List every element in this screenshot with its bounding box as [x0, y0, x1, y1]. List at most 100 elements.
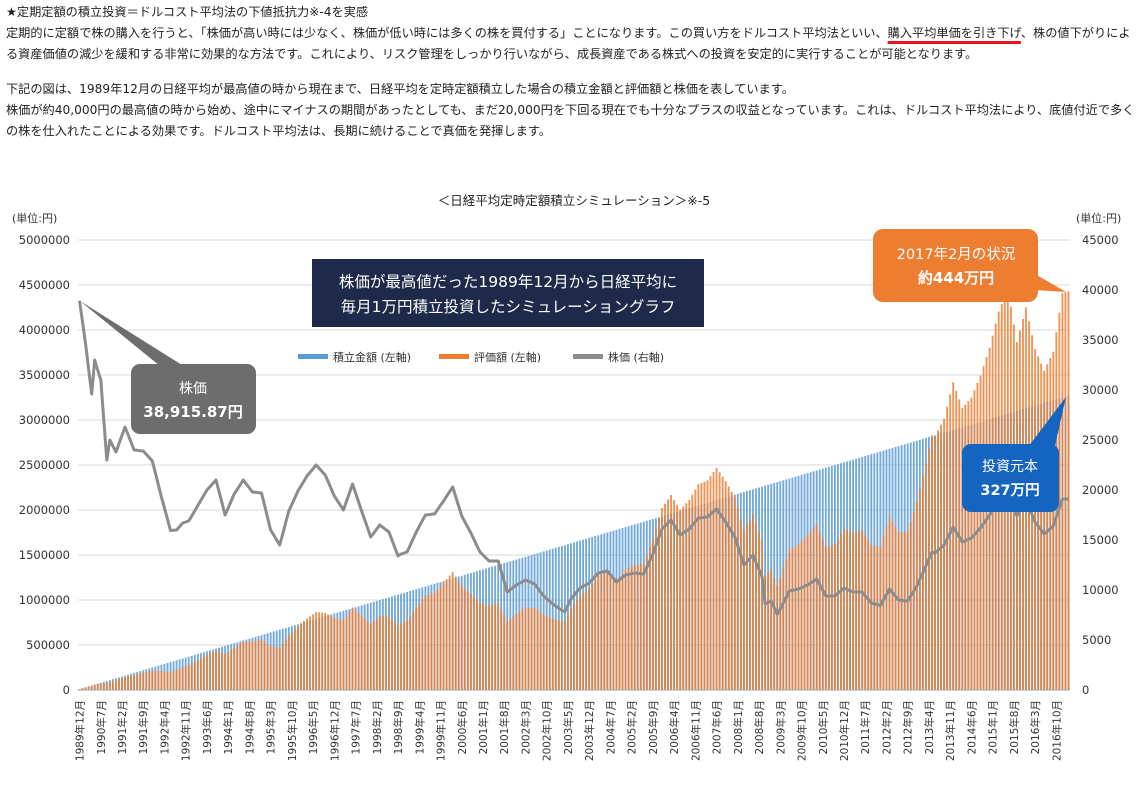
valuation-bar: [133, 675, 136, 690]
valuation-bar: [585, 590, 588, 690]
valuation-bar: [582, 593, 585, 690]
valuation-bar: [345, 616, 348, 690]
valuation-bar: [1061, 293, 1064, 690]
valuation-bar: [946, 406, 949, 690]
valuation-bar: [931, 435, 933, 690]
valuation-bar: [475, 599, 478, 690]
valuation-bar: [961, 407, 964, 690]
valuation-bar: [1052, 351, 1055, 690]
valuation-bar: [849, 531, 851, 690]
valuation-bar: [700, 482, 703, 690]
valuation-bar: [733, 497, 736, 690]
valuation-bar: [124, 676, 126, 690]
stock-line-series: [78, 300, 1069, 616]
right-axis-tick-label: 40000: [1082, 283, 1119, 297]
valuation-bar: [545, 615, 548, 690]
valuation-bar: [391, 619, 393, 690]
right-axis-tick-label: 45000: [1082, 233, 1119, 247]
valuation-bar: [415, 607, 418, 690]
valuation-bar: [500, 609, 503, 690]
legend-valuation-label: 評価額 (左軸): [474, 350, 541, 364]
valuation-bar: [833, 544, 836, 690]
valuation-bar: [836, 539, 839, 690]
valuation-bar: [1043, 370, 1046, 690]
valuation-bar: [175, 670, 178, 690]
article-heading: ★定期定額の積立投資＝ドルコスト平均法の下値抵抗力※-4を実感: [6, 5, 369, 19]
valuation-bar: [670, 495, 673, 690]
legend-contribution-swatch: [298, 354, 328, 359]
x-axis-tick-label: 2013年11月: [944, 700, 957, 761]
valuation-bar: [287, 635, 290, 690]
valuation-bar: [909, 521, 912, 690]
valuation-bar: [397, 625, 399, 690]
valuation-bar: [254, 640, 257, 690]
valuation-bar: [918, 488, 921, 690]
valuation-bar: [163, 671, 166, 690]
valuation-bar: [482, 603, 484, 690]
x-axis-tick-label: 2011年7月: [859, 700, 872, 754]
valuation-bar: [227, 652, 230, 690]
valuation-bar: [494, 604, 497, 690]
valuation-bar: [272, 646, 275, 690]
valuation-bar: [84, 687, 87, 690]
x-axis-tick-label: 2004年7月: [604, 700, 617, 754]
stock-callout: [131, 364, 256, 434]
valuation-bar: [148, 671, 151, 690]
left-axis-tick-label: 0: [63, 683, 70, 697]
x-axis-tick-label: 1999年11月: [435, 700, 448, 761]
valuation-bar: [485, 604, 487, 690]
valuation-bar: [121, 677, 123, 690]
valuation-bar: [906, 531, 909, 690]
valuation-bar: [791, 547, 794, 690]
valuation-bar: [600, 574, 603, 690]
valuation-bar: [160, 671, 163, 690]
valuation-bar: [457, 581, 460, 690]
callouts: 株価が最高値だった1989年12月から日経平均に毎月1万円積立投資したシミュレー…: [80, 229, 1066, 512]
valuation-bar: [855, 531, 858, 690]
valuation-bar: [151, 670, 154, 690]
valuation-bar: [934, 436, 936, 690]
valuation-bar: [870, 545, 873, 690]
legend-stock-label: 株価 (右軸): [608, 350, 664, 364]
valuation-bar: [400, 623, 403, 690]
x-axis-tick-label: 2012年2月: [881, 700, 894, 754]
valuation-bar: [248, 641, 251, 690]
valuation-bar: [615, 579, 618, 690]
valuation-bar: [202, 656, 205, 690]
valuation-bar: [767, 572, 770, 690]
valuation-bar: [157, 670, 160, 690]
left-axis-tick-label: 1500000: [19, 548, 70, 562]
valuation-bar: [491, 605, 494, 690]
valuation-bar: [928, 449, 930, 690]
valuation-bar: [764, 575, 767, 690]
valuation-bar: [333, 617, 336, 690]
valuation-bar: [184, 666, 187, 690]
left-axis-tick-label: 3500000: [19, 368, 70, 382]
valuation-bar: [136, 674, 139, 690]
valuation-bar: [697, 484, 700, 690]
valuation-bar: [463, 588, 466, 690]
x-axis-tick-label: 2010年12月: [838, 700, 851, 761]
valuation-bar: [651, 538, 654, 690]
valuation-bar: [187, 665, 190, 690]
valuation-bar: [609, 574, 612, 690]
x-axis-tick-label: 2000年6月: [456, 700, 469, 754]
valuation-bar: [776, 585, 779, 690]
valuation-bar: [679, 509, 682, 690]
valuation-bar: [506, 621, 509, 690]
valuation-bar: [915, 501, 918, 690]
valuation-bar: [527, 607, 530, 690]
status-callout-value: 約444万円: [918, 269, 994, 287]
valuation-bar: [354, 610, 357, 690]
x-axis-tick-label: 2008年8月: [753, 700, 766, 754]
x-axis-tick-label: 2005年2月: [626, 700, 639, 754]
valuation-bar: [466, 591, 469, 690]
valuation-bar: [955, 390, 958, 690]
valuation-bar: [794, 546, 797, 690]
valuation-bar: [648, 546, 651, 690]
x-axis-tick-label: 2015年1月: [987, 700, 1000, 754]
x-axis-tick-label: 1991年9月: [137, 700, 150, 754]
valuation-bar: [87, 686, 90, 690]
valuation-bar: [937, 430, 939, 690]
